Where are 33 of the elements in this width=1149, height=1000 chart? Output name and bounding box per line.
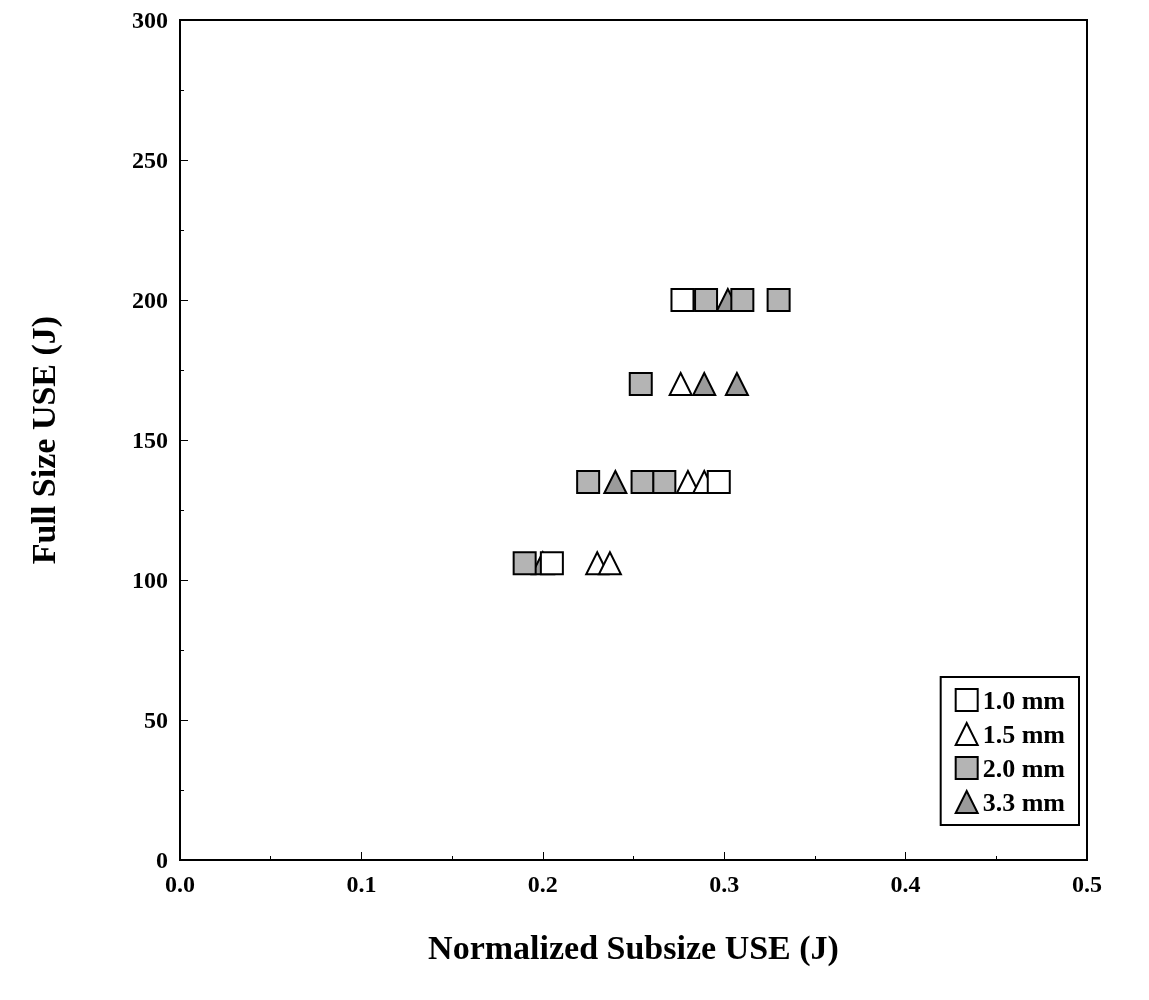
legend-label: 1.0 mm	[982, 685, 1066, 715]
x-axis-title: Normalized Subsize USE (J)	[428, 928, 839, 967]
y-tick-label: 250	[132, 147, 168, 173]
y-tick-label: 0	[156, 847, 168, 873]
point	[603, 470, 628, 494]
point	[539, 551, 564, 576]
y-tick-label: 300	[132, 7, 168, 33]
legend-label: 1.5 mm	[982, 719, 1066, 749]
point	[706, 470, 731, 494]
point	[670, 288, 695, 312]
y-tick-label: 100	[132, 567, 168, 593]
x-tick-label: 0.2	[527, 871, 558, 897]
point	[694, 288, 719, 312]
point	[692, 372, 717, 396]
y-tick-label: 50	[144, 707, 168, 733]
point	[724, 372, 749, 396]
point	[576, 470, 601, 494]
point	[512, 551, 537, 576]
y-tick-label: 150	[132, 427, 168, 453]
point	[597, 551, 622, 576]
x-tick-label: 0.0	[165, 871, 195, 897]
x-tick-label: 0.5	[1072, 871, 1102, 897]
point	[730, 288, 755, 312]
x-tick-label: 0.1	[346, 871, 377, 897]
legend-label: 3.3 mm	[982, 787, 1066, 817]
point	[628, 372, 653, 396]
point	[766, 288, 791, 312]
y-axis-title: Full Size USE (J)	[24, 315, 63, 565]
point	[652, 470, 677, 494]
legend-label: 2.0 mm	[982, 753, 1066, 783]
x-tick-label: 0.4	[890, 871, 921, 897]
y-tick-label: 200	[132, 287, 168, 313]
x-tick-label: 0.3	[709, 871, 740, 897]
